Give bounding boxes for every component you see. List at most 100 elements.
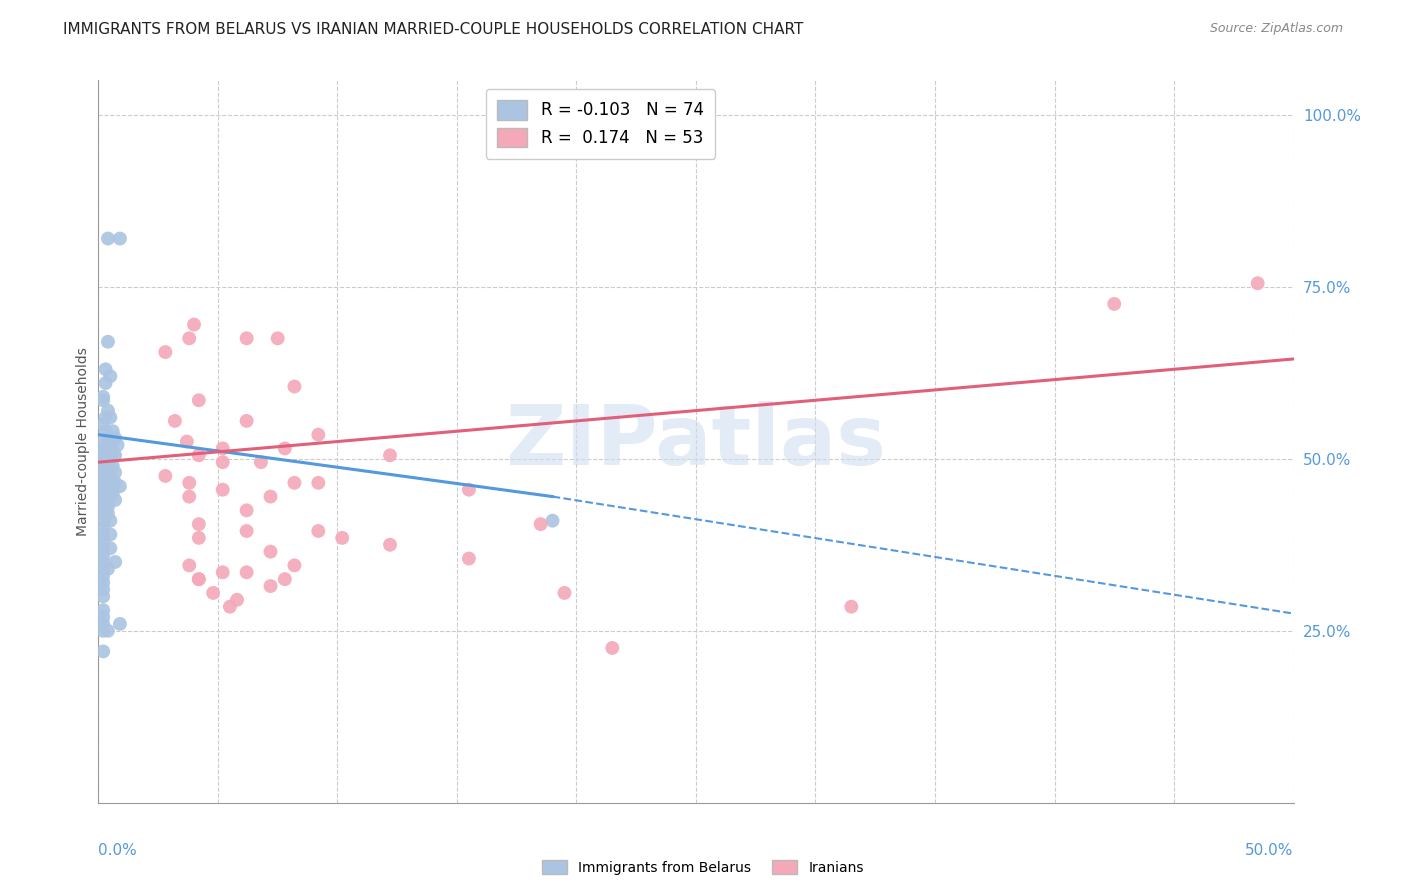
Point: [330, 531, 353, 545]
Point: [97, 475, 120, 490]
Point: [94, 424, 117, 438]
Point: [235, 331, 257, 345]
Point: [226, 592, 249, 607]
Point: [97, 500, 120, 514]
Point: [283, 379, 305, 393]
Point: [841, 599, 863, 614]
Point: [250, 455, 273, 469]
Point: [1104, 297, 1126, 311]
Point: [235, 503, 257, 517]
Point: [91, 582, 114, 597]
Point: [91, 462, 114, 476]
Point: [554, 586, 576, 600]
Point: [91, 469, 114, 483]
Point: [211, 455, 233, 469]
Point: [259, 490, 281, 504]
Point: [235, 566, 257, 580]
Point: [104, 431, 127, 445]
Point: [91, 541, 114, 556]
Point: [97, 442, 120, 456]
Point: [94, 479, 117, 493]
Point: [94, 451, 117, 466]
Point: [378, 538, 401, 552]
Text: Source: ZipAtlas.com: Source: ZipAtlas.com: [1209, 22, 1343, 36]
Point: [108, 231, 131, 245]
Text: ZIPatlas: ZIPatlas: [506, 401, 886, 482]
Point: [91, 483, 114, 497]
Point: [91, 390, 114, 404]
Point: [274, 572, 297, 586]
Point: [91, 507, 114, 521]
Point: [202, 586, 225, 600]
Point: [97, 403, 120, 417]
Point: [179, 331, 201, 345]
Point: [267, 331, 290, 345]
Point: [97, 624, 120, 638]
Point: [179, 558, 201, 573]
Text: 0.0%: 0.0%: [98, 843, 138, 857]
Point: [91, 475, 114, 490]
Point: [91, 568, 114, 582]
Point: [91, 393, 114, 408]
Point: [98, 472, 122, 486]
Point: [187, 572, 209, 586]
Point: [97, 431, 120, 445]
Point: [378, 448, 401, 462]
Point: [108, 479, 131, 493]
Point: [94, 362, 117, 376]
Point: [183, 318, 205, 332]
Point: [101, 424, 124, 438]
Point: [104, 466, 127, 480]
Point: [91, 644, 114, 658]
Legend: Immigrants from Belarus, Iranians: Immigrants from Belarus, Iranians: [537, 855, 869, 880]
Point: [108, 616, 131, 631]
Point: [97, 334, 120, 349]
Point: [91, 555, 114, 569]
Point: [91, 575, 114, 590]
Point: [211, 566, 233, 580]
Point: [1247, 277, 1270, 291]
Point: [101, 479, 124, 493]
Text: IMMIGRANTS FROM BELARUS VS IRANIAN MARRIED-COUPLE HOUSEHOLDS CORRELATION CHART: IMMIGRANTS FROM BELARUS VS IRANIAN MARRI…: [63, 22, 804, 37]
Point: [235, 414, 257, 428]
Point: [91, 434, 114, 449]
Point: [283, 475, 305, 490]
Point: [98, 369, 122, 384]
Point: [91, 616, 114, 631]
Point: [101, 458, 124, 473]
Point: [91, 500, 114, 514]
Y-axis label: Married-couple Households: Married-couple Households: [76, 347, 90, 536]
Point: [91, 624, 114, 638]
Point: [91, 451, 114, 466]
Point: [91, 527, 114, 541]
Point: [458, 483, 481, 497]
Point: [97, 493, 120, 508]
Point: [187, 572, 209, 586]
Point: [155, 345, 177, 359]
Point: [97, 455, 120, 469]
Point: [91, 514, 114, 528]
Point: [91, 442, 114, 456]
Point: [104, 448, 127, 462]
Point: [97, 448, 120, 462]
Point: [91, 520, 114, 534]
Point: [235, 524, 257, 538]
Point: [104, 493, 127, 508]
Point: [307, 475, 329, 490]
Point: [107, 438, 129, 452]
Point: [259, 579, 281, 593]
Point: [101, 486, 124, 500]
Point: [274, 442, 297, 456]
Point: [98, 451, 122, 466]
Point: [91, 479, 114, 493]
Point: [97, 562, 120, 576]
Point: [530, 517, 553, 532]
Point: [91, 417, 114, 432]
Point: [91, 590, 114, 604]
Point: [219, 599, 242, 614]
Point: [458, 551, 481, 566]
Point: [91, 486, 114, 500]
Point: [91, 493, 114, 508]
Point: [187, 531, 209, 545]
Point: [91, 548, 114, 562]
